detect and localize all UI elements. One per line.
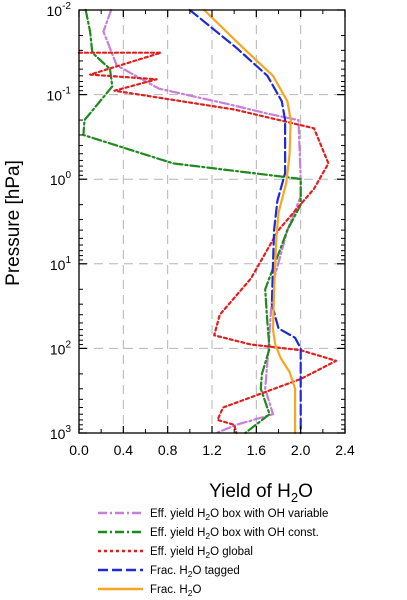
axis-ticks	[78, 9, 346, 434]
legend-label-4: Frac. H2O tagged	[150, 565, 240, 579]
x-tick-label: 2.0	[291, 442, 311, 458]
x-tick-label: 2.4	[335, 442, 355, 458]
y-tick-label: 102	[50, 339, 72, 357]
legend-label-2: Eff. yield H2O box with OH const.	[150, 527, 319, 541]
legend-label-5: Frac. H2O	[150, 584, 201, 598]
x-axis-title: Yield of H2O	[209, 481, 313, 505]
x-tick-label: 0.0	[69, 442, 89, 458]
x-tick-labels: 0.0 0.4 0.8 1.2 1.6 2.0 2.4	[69, 442, 355, 458]
y-tick-labels: 10-2 10-1 100 101 102 103	[47, 1, 72, 442]
series-line-5	[203, 8, 297, 435]
y-tick-label: 103	[50, 424, 72, 442]
y-tick-label: 10-1	[47, 86, 72, 104]
series-line-3	[77, 51, 338, 435]
y-tick-label: 101	[50, 255, 72, 273]
y-tick-label: 10-2	[47, 1, 72, 19]
legend: Eff. yield H2O box with OH variable Eff. …	[98, 508, 328, 598]
series-layer	[77, 8, 338, 435]
x-axis-title-main: Yield of H	[209, 481, 291, 502]
x-axis-title-tail: O	[298, 481, 313, 502]
series-line-2	[82, 8, 302, 435]
y-tick-label: 100	[50, 170, 72, 188]
y-axis-title: Pressure [hPa]	[3, 160, 24, 286]
x-axis-title-sub: 2	[291, 490, 298, 505]
series-line-4	[188, 8, 302, 435]
legend-label-1: Eff. yield H2O box with OH variable	[150, 508, 328, 522]
x-tick-label: 1.6	[247, 442, 267, 458]
x-tick-label: 0.8	[158, 442, 178, 458]
legend-label-3: Eff. yield H2O global	[150, 546, 253, 560]
grid	[79, 10, 345, 433]
x-tick-label: 1.2	[202, 442, 222, 458]
x-tick-label: 0.4	[114, 442, 134, 458]
